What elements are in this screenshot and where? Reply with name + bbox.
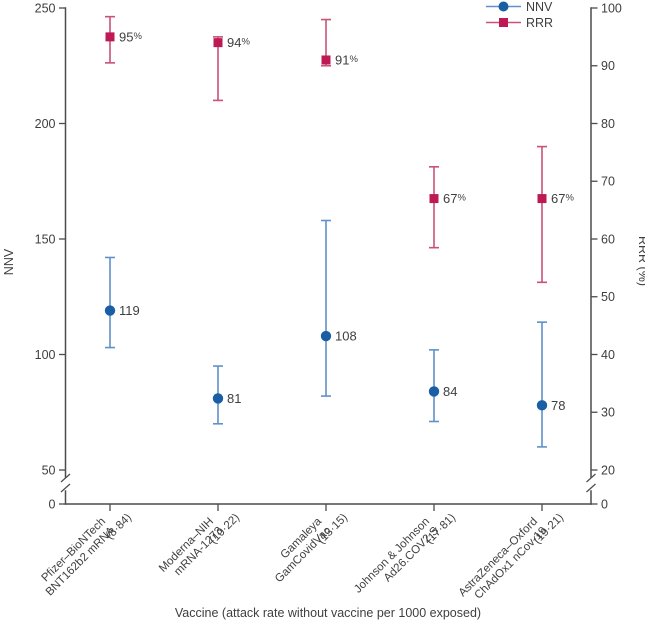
plot-area: 0 50 100 150 200 250 0 20 30 40 50 60 70 80 90 100 Pfize… xyxy=(35,0,622,609)
right-axis-tick-label: 90 xyxy=(601,59,615,73)
nnv-marker xyxy=(320,330,332,342)
left-axis-tick-label: 50 xyxy=(42,463,56,477)
legend-item-nnv: NNV xyxy=(486,0,553,14)
category-name: Pfizer–BioNTechBNT162b2 mRNA xyxy=(35,515,118,598)
right-axis-tick-label: 60 xyxy=(601,232,615,246)
nnv-point-0: 119 xyxy=(104,256,140,349)
axis-break-mark xyxy=(586,473,596,483)
right-axis-tick-label: 50 xyxy=(601,290,615,304)
category-label: AstraZeneca–OxfordChAdOx1 nCov-19 xyxy=(457,516,550,609)
left-axis-tick-label: 100 xyxy=(35,348,56,362)
point-value-label: 67% xyxy=(443,191,466,206)
rrr-point-1: 94% xyxy=(213,35,250,102)
rrr-marker xyxy=(213,38,223,48)
nnv-point-3: 84 xyxy=(428,349,457,423)
category-label: Johnson & JohnsonAd26.COV2.S xyxy=(352,515,441,604)
nnv-marker xyxy=(212,393,224,404)
left-axis-tick-label: 200 xyxy=(35,117,56,131)
point-value-label: 108 xyxy=(335,329,357,344)
legend-item-rrr: RRR xyxy=(486,16,553,30)
legend-label: RRR xyxy=(526,16,553,30)
rrr-point-3: 67% xyxy=(429,166,466,249)
nnv-marker xyxy=(536,400,548,411)
left-axis-title: NNV xyxy=(2,248,16,275)
point-value-label: 94% xyxy=(227,35,250,50)
category-label: GamaleyaGamCovidVac xyxy=(264,515,334,585)
rrr-marker xyxy=(429,194,439,204)
axis-break-mark xyxy=(586,483,596,493)
nnv-point-1: 81 xyxy=(212,365,241,425)
rrr-point-4: 67% xyxy=(537,145,574,284)
category-name: Johnson & JohnsonAd26.COV2.S xyxy=(352,515,441,604)
legend-circle-marker xyxy=(498,1,509,12)
right-axis-tick-label: 100 xyxy=(601,1,622,15)
point-value-label: 84 xyxy=(443,384,457,399)
point-value-label: 78 xyxy=(551,398,565,413)
rrr-point-2: 91% xyxy=(321,18,358,68)
rrr-point-0: 95% xyxy=(105,15,142,64)
category-label: Pfizer–BioNTechBNT162b2 mRNA xyxy=(35,515,118,599)
right-axis-tick-label: 40 xyxy=(601,348,615,362)
point-value-label: 95% xyxy=(119,29,142,44)
point-value-label: 119 xyxy=(119,303,140,318)
nnv-marker xyxy=(428,386,440,397)
nnv-point-4: 78 xyxy=(536,321,565,448)
point-value-label: 91% xyxy=(335,53,358,68)
category-label: Moderna–NIHmRNA-1273 xyxy=(157,516,225,584)
legend-label: NNV xyxy=(526,0,553,14)
category-name: Moderna–NIHmRNA-1273 xyxy=(157,516,225,584)
nnv-marker xyxy=(104,305,116,316)
nnv-point-2: 108 xyxy=(320,219,357,397)
axis-break-mark xyxy=(60,473,71,483)
point-value-label: 67% xyxy=(551,191,574,206)
axis-break-mark xyxy=(60,483,71,493)
category-name: AstraZeneca–OxfordChAdOx1 nCov-19 xyxy=(457,516,550,609)
rrr-marker xyxy=(105,32,115,42)
rrr-marker xyxy=(537,194,547,204)
rrr-marker xyxy=(321,55,331,65)
x-axis-title: Vaccine (attack rate without vaccine per… xyxy=(175,606,481,620)
right-axis-tick-label: 30 xyxy=(601,406,615,420)
legend-square-marker xyxy=(499,18,508,27)
left-axis-tick-label: 0 xyxy=(49,497,56,511)
right-axis-tick-label: 70 xyxy=(601,175,615,189)
category-name: GamaleyaGamCovidVac xyxy=(264,515,334,585)
right-axis-tick-label: 0 xyxy=(601,497,608,511)
left-axis-tick-label: 250 xyxy=(35,1,56,15)
left-axis-tick-label: 150 xyxy=(35,232,56,246)
right-axis-tick-label: 80 xyxy=(601,117,615,131)
point-value-label: 81 xyxy=(227,391,241,406)
right-axis-tick-label: 20 xyxy=(601,463,615,477)
right-axis-title: RRR (%) xyxy=(636,236,645,286)
